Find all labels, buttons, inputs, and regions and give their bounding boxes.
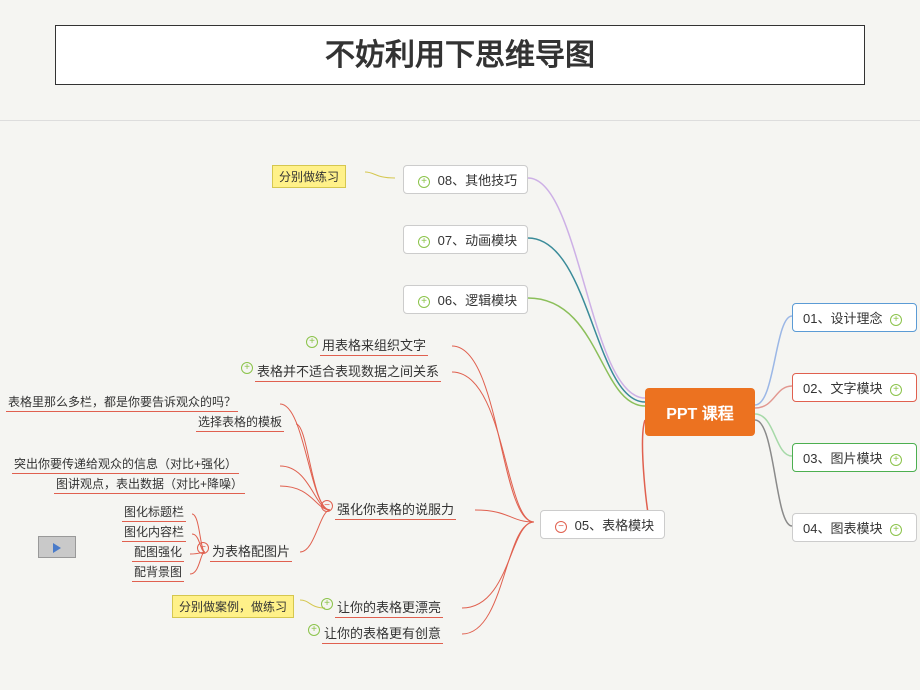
- expand-icon[interactable]: +: [890, 314, 902, 326]
- leaf-g2: 配图强化: [132, 542, 184, 562]
- leaf-g0: 图化标题栏: [122, 502, 186, 522]
- tag-practice-2: 分别做案例，做练习: [172, 595, 294, 618]
- branch-l7[interactable]: + 07、动画模块: [403, 225, 528, 254]
- expand-icon[interactable]: +: [321, 598, 333, 610]
- node-label: 02、文字模块: [803, 381, 882, 396]
- branch-l5[interactable]: − 05、表格模块: [540, 510, 665, 539]
- b5-item-2[interactable]: 强化你表格的说服力: [335, 498, 456, 520]
- b5-item-3[interactable]: 让你的表格更漂亮: [335, 596, 443, 618]
- node-label: 06、逻辑模块: [438, 293, 517, 308]
- leaf-c0: 表格里那么多栏，都是你要告诉观众的吗？: [6, 392, 238, 412]
- expand-icon[interactable]: +: [890, 384, 902, 396]
- expand-icon[interactable]: +: [890, 524, 902, 536]
- node-label: 05、表格模块: [575, 518, 654, 533]
- branch-r2[interactable]: 02、文字模块 +: [792, 373, 917, 402]
- node-label: 08、其他技巧: [438, 173, 517, 188]
- b5-item-4[interactable]: 让你的表格更有创意: [322, 622, 443, 644]
- mindmap-connectors: [0, 0, 920, 690]
- branch-l6[interactable]: + 06、逻辑模块: [403, 285, 528, 314]
- b5-item-0[interactable]: 用表格来组织文字: [320, 334, 428, 356]
- b5-item-1[interactable]: 表格并不适合表现数据之间关系: [255, 360, 441, 382]
- expand-icon[interactable]: +: [418, 296, 430, 308]
- leaf-g3: 配背景图: [132, 562, 184, 582]
- branch-r3[interactable]: 03、图片模块 +: [792, 443, 917, 472]
- branch-r1[interactable]: 01、设计理念 +: [792, 303, 917, 332]
- mindmap-center: PPT 课程: [645, 388, 755, 436]
- collapse-icon[interactable]: −: [555, 521, 567, 533]
- collapse-icon[interactable]: −: [321, 500, 333, 512]
- page-title: 不妨利用下思维导图: [55, 25, 865, 85]
- divider: [0, 120, 920, 121]
- branch-l8[interactable]: + 08、其他技巧: [403, 165, 528, 194]
- branch-r4[interactable]: 04、图表模块 +: [792, 513, 917, 542]
- collapse-icon[interactable]: −: [197, 542, 209, 554]
- node-label: 01、设计理念: [803, 311, 882, 326]
- leaf-c1: 选择表格的模板: [196, 412, 284, 432]
- slide-thumbnail-play-icon[interactable]: [38, 536, 76, 558]
- leaf-c3: 图讲观点，表出数据（对比+降噪）: [54, 474, 245, 494]
- expand-icon[interactable]: +: [241, 362, 253, 374]
- expand-icon[interactable]: +: [306, 336, 318, 348]
- node-label: 04、图表模块: [803, 521, 882, 536]
- node-label: 03、图片模块: [803, 451, 882, 466]
- leaf-c2: 突出你要传递给观众的信息（对比+强化）: [12, 454, 239, 474]
- leaf-c4[interactable]: 为表格配图片: [210, 540, 292, 562]
- node-label: 07、动画模块: [438, 233, 517, 248]
- expand-icon[interactable]: +: [308, 624, 320, 636]
- expand-icon[interactable]: +: [418, 236, 430, 248]
- expand-icon[interactable]: +: [890, 454, 902, 466]
- tag-practice-1: 分别做练习: [272, 165, 346, 188]
- leaf-g1: 图化内容栏: [122, 522, 186, 542]
- expand-icon[interactable]: +: [418, 176, 430, 188]
